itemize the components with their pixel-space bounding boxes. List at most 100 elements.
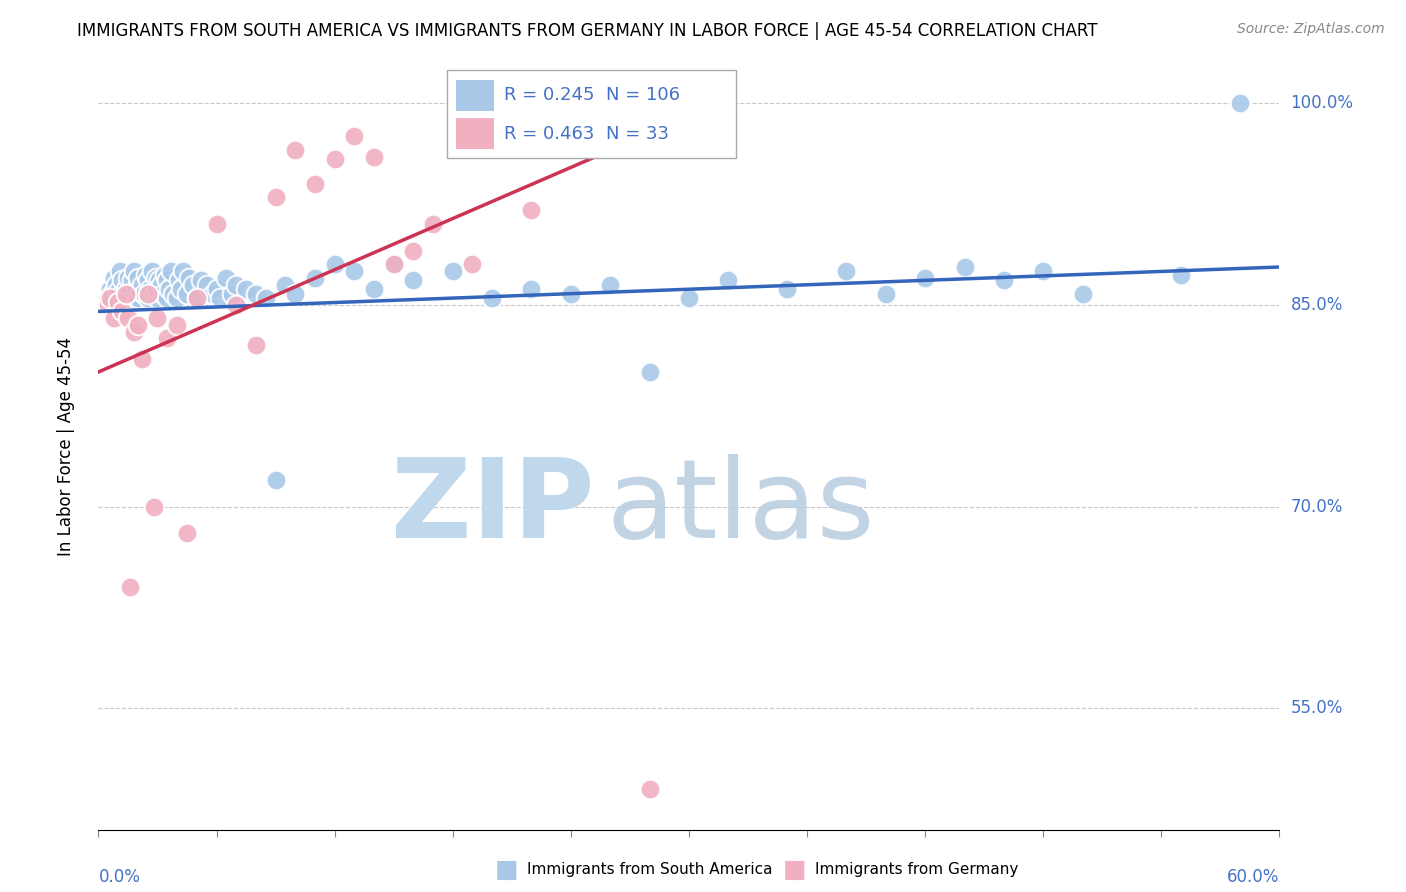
Point xyxy=(148,273,170,287)
Point xyxy=(201,287,224,301)
Point xyxy=(914,270,936,285)
Text: N = 33: N = 33 xyxy=(606,125,669,143)
Point xyxy=(136,273,159,287)
Point xyxy=(195,277,218,292)
Point xyxy=(107,295,129,310)
Point xyxy=(186,291,208,305)
Text: R = 0.463: R = 0.463 xyxy=(503,125,593,143)
Point xyxy=(166,318,188,332)
Point xyxy=(111,273,134,287)
Text: 0.0%: 0.0% xyxy=(98,869,141,887)
Point xyxy=(245,338,267,352)
Point xyxy=(638,365,661,379)
Point xyxy=(136,287,159,301)
FancyBboxPatch shape xyxy=(457,119,494,149)
Point xyxy=(776,281,799,295)
Point xyxy=(146,281,169,295)
Text: 70.0%: 70.0% xyxy=(1291,498,1343,516)
Point xyxy=(678,291,700,305)
Point xyxy=(304,177,326,191)
Point xyxy=(638,782,661,797)
Point xyxy=(97,298,120,312)
Point xyxy=(225,277,247,292)
Text: N = 106: N = 106 xyxy=(606,87,681,104)
Point xyxy=(343,264,366,278)
Point xyxy=(97,291,120,305)
Point xyxy=(103,270,125,285)
Point xyxy=(157,281,180,295)
Point xyxy=(323,153,346,167)
Point xyxy=(108,264,131,278)
Point xyxy=(402,244,425,258)
Point xyxy=(215,270,238,285)
Point xyxy=(441,264,464,278)
Point xyxy=(135,268,157,282)
Point xyxy=(1032,264,1054,278)
Point xyxy=(115,281,138,295)
Text: ■: ■ xyxy=(495,858,517,881)
Point xyxy=(98,291,121,305)
Point xyxy=(186,291,208,305)
Point xyxy=(875,287,897,301)
Point xyxy=(122,325,145,339)
Text: 60.0%: 60.0% xyxy=(1227,869,1279,887)
Point xyxy=(323,257,346,271)
Point xyxy=(128,284,150,298)
Point xyxy=(127,291,149,305)
Point xyxy=(103,311,125,326)
Point xyxy=(264,473,287,487)
Point xyxy=(363,150,385,164)
FancyBboxPatch shape xyxy=(447,70,737,158)
Point xyxy=(112,291,135,305)
Point xyxy=(127,270,149,285)
Point xyxy=(141,264,163,278)
Point xyxy=(599,277,621,292)
Text: ZIP: ZIP xyxy=(391,454,595,561)
Text: 85.0%: 85.0% xyxy=(1291,295,1343,314)
Point xyxy=(422,217,444,231)
Point xyxy=(115,287,138,301)
Point xyxy=(181,277,204,292)
Point xyxy=(205,281,228,295)
Point xyxy=(190,273,212,287)
Point xyxy=(363,281,385,295)
Point xyxy=(284,143,307,157)
Point xyxy=(111,304,134,318)
Text: atlas: atlas xyxy=(606,454,875,561)
Point xyxy=(121,273,143,287)
Point xyxy=(235,281,257,295)
Point xyxy=(993,273,1015,287)
Point xyxy=(101,287,124,301)
Text: Immigrants from South America: Immigrants from South America xyxy=(527,863,773,877)
Point xyxy=(127,318,149,332)
Point xyxy=(953,260,976,274)
Point xyxy=(132,287,155,301)
Point xyxy=(481,291,503,305)
Point xyxy=(122,264,145,278)
Point xyxy=(118,580,141,594)
Point xyxy=(520,203,543,218)
Point xyxy=(304,270,326,285)
Point xyxy=(205,217,228,231)
Point xyxy=(150,277,173,292)
Point xyxy=(717,273,740,287)
Text: 55.0%: 55.0% xyxy=(1291,699,1343,717)
Point xyxy=(176,287,198,301)
Point xyxy=(117,311,139,326)
Point xyxy=(170,281,193,295)
Point xyxy=(254,291,277,305)
Text: R = 0.245: R = 0.245 xyxy=(503,87,593,104)
Point xyxy=(118,295,141,310)
Point xyxy=(156,331,179,345)
Point xyxy=(136,291,159,305)
Point xyxy=(382,257,405,271)
Point xyxy=(172,264,194,278)
Point xyxy=(176,526,198,541)
Point xyxy=(343,129,366,144)
Point xyxy=(382,257,405,271)
Point xyxy=(142,500,165,514)
Point xyxy=(145,270,167,285)
Point xyxy=(156,291,179,305)
Point xyxy=(520,281,543,295)
Point xyxy=(221,287,243,301)
